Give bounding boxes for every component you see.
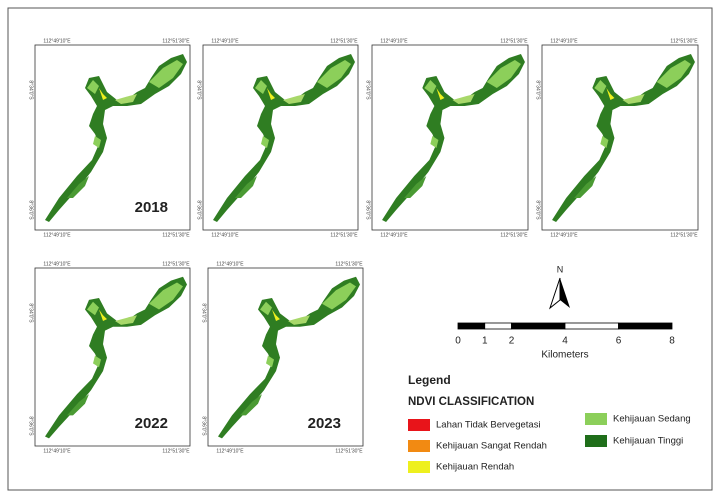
longitude-label: 112°49'10"E — [43, 261, 71, 267]
scale-tick-label: 0 — [455, 336, 461, 347]
year-label: 2023 — [308, 415, 341, 432]
longitude-label: 112°49'10"E — [43, 38, 71, 44]
scale-tick-label: 4 — [562, 336, 568, 347]
scale-segment — [458, 323, 485, 329]
figure: 112°49'10"E 112°49'10"E 8°34'0"S 112°51'30"… — [0, 0, 720, 497]
longitude-label: 112°51'30"E — [670, 38, 698, 44]
latitude-label: 8°36'0"S — [535, 200, 541, 220]
latitude-label: 8°34'0"S — [535, 80, 541, 100]
longitude-label: 112°49'10"E — [211, 38, 239, 44]
scale-tick-label: 6 — [616, 336, 622, 347]
longitude-label: 112°49'10"E — [550, 38, 578, 44]
latitude-label: 8°34'0"S — [201, 303, 207, 323]
longitude-label: 112°49'10"E — [211, 232, 239, 238]
longitude-label: 112°49'10"E — [380, 38, 408, 44]
longitude-label: 112°51'30"E — [330, 232, 358, 238]
scale-segment — [619, 323, 673, 329]
map-panel: 112°49'10"E 112°49'10"E 8°34'0"S 112°51'30"… — [201, 261, 364, 454]
legend-label: Kehijauan Rendah — [436, 462, 514, 473]
longitude-label: 112°49'10"E — [43, 448, 71, 454]
year-label: 2022 — [135, 415, 168, 432]
longitude-label: 112°51'30"E — [330, 38, 358, 44]
latitude-label: 8°36'0"S — [28, 416, 34, 436]
legend-label: Kehijauan Sangat Rendah — [436, 441, 547, 452]
longitude-label: 112°51'30"E — [335, 448, 363, 454]
latitude-label: 8°36'0"S — [201, 416, 207, 436]
north-label: N — [557, 264, 564, 274]
latitude-label: 8°34'0"S — [28, 80, 34, 100]
longitude-label: 112°49'10"E — [380, 232, 408, 238]
legend-subtitle: NDVI CLASSIFICATION — [408, 396, 534, 408]
longitude-label: 112°51'30"E — [162, 448, 190, 454]
legend-swatch — [408, 440, 430, 452]
legend-title: Legend — [408, 373, 451, 387]
legend-swatch — [408, 461, 430, 473]
scale-tick-label: 2 — [509, 336, 515, 347]
latitude-label: 8°36'0"S — [28, 200, 34, 220]
latitude-label: 8°36'0"S — [365, 200, 371, 220]
latitude-label: 8°34'0"S — [196, 80, 202, 100]
longitude-label: 112°51'30"E — [162, 261, 190, 267]
legend-label: Kehijauan Sedang — [613, 414, 691, 425]
map-panel: 112°49'10"E 112°49'10"E 8°34'0"S 112°51'30"… — [196, 38, 359, 238]
legend-swatch — [585, 435, 607, 447]
longitude-label: 112°49'10"E — [550, 232, 578, 238]
longitude-label: 112°51'30"E — [500, 38, 528, 44]
longitude-label: 112°51'30"E — [500, 232, 528, 238]
scale-segment — [485, 323, 512, 329]
map-panel: 112°49'10"E 112°49'10"E 8°34'0"S 112°51'30"… — [28, 261, 191, 454]
scale-unit: Kilometers — [541, 350, 588, 361]
longitude-label: 112°51'30"E — [670, 232, 698, 238]
map-panel: 112°49'10"E 112°49'10"E 8°34'0"S 112°51'30"… — [28, 38, 191, 238]
latitude-label: 8°36'0"S — [196, 200, 202, 220]
legend-label: Kehijauan Tinggi — [613, 436, 683, 447]
scale-segment — [565, 323, 619, 329]
year-label: 2018 — [135, 199, 168, 216]
legend-label: Lahan Tidak Bervegetasi — [436, 420, 541, 431]
map-panel: 112°49'10"E 112°49'10"E 8°34'0"S 112°51'30"… — [365, 38, 529, 238]
latitude-label: 8°34'0"S — [365, 80, 371, 100]
legend-swatch — [408, 419, 430, 431]
map-panel: 112°49'10"E 112°49'10"E 8°34'0"S 112°51'30"… — [535, 38, 699, 238]
longitude-label: 112°49'10"E — [216, 261, 244, 267]
longitude-label: 112°49'10"E — [43, 232, 71, 238]
scale-tick-label: 8 — [669, 336, 675, 347]
longitude-label: 112°51'30"E — [335, 261, 363, 267]
longitude-label: 112°51'30"E — [162, 38, 190, 44]
longitude-label: 112°51'30"E — [162, 232, 190, 238]
longitude-label: 112°49'10"E — [216, 448, 244, 454]
legend-swatch — [585, 413, 607, 425]
scale-tick-label: 1 — [482, 336, 488, 347]
latitude-label: 8°34'0"S — [28, 303, 34, 323]
scale-segment — [512, 323, 566, 329]
